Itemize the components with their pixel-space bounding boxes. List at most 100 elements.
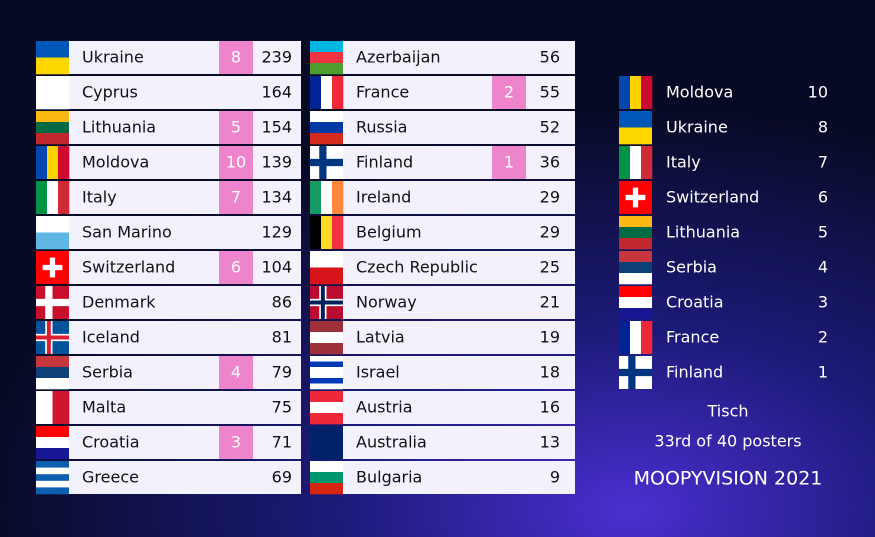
flag xyxy=(310,63,343,75)
flag xyxy=(619,111,652,128)
row xyxy=(36,321,301,354)
country: Australia xyxy=(356,433,427,452)
country: Russia xyxy=(356,118,407,137)
total: 154 xyxy=(261,118,292,137)
country: Finland xyxy=(666,363,723,382)
points: 8 xyxy=(818,118,828,137)
flag xyxy=(619,76,631,109)
country: Italy xyxy=(82,188,117,207)
country: Ukraine xyxy=(82,48,144,67)
flag xyxy=(310,372,343,379)
flag xyxy=(641,76,653,109)
points-box xyxy=(492,146,526,179)
show-name: MOOPYVISION 2021 xyxy=(634,468,823,490)
flag xyxy=(36,356,69,368)
points-box xyxy=(219,111,253,144)
total: 56 xyxy=(540,48,560,67)
flag xyxy=(310,413,343,425)
flag xyxy=(641,146,653,179)
flag xyxy=(36,378,69,390)
points-box xyxy=(492,76,526,109)
points: 4 xyxy=(818,258,828,277)
total: 139 xyxy=(261,153,292,172)
flag xyxy=(619,368,652,377)
flag xyxy=(619,146,631,179)
country: Latvia xyxy=(356,328,405,347)
points-box xyxy=(219,251,253,284)
country: France xyxy=(356,83,409,102)
total: 36 xyxy=(540,153,560,172)
flag xyxy=(332,216,344,249)
country: Norway xyxy=(356,293,417,312)
flag xyxy=(619,251,652,263)
points: 3 xyxy=(818,293,828,312)
flag xyxy=(619,286,652,298)
total: 13 xyxy=(540,433,560,452)
flag xyxy=(36,335,69,340)
row xyxy=(36,216,301,249)
total: 9 xyxy=(550,468,560,487)
flag xyxy=(36,426,69,438)
flag xyxy=(310,122,343,134)
flag xyxy=(625,194,646,201)
flag xyxy=(321,216,333,249)
row xyxy=(36,111,301,144)
country: Finland xyxy=(356,153,413,172)
country: Malta xyxy=(82,398,126,417)
country: Austria xyxy=(356,398,413,417)
points-box xyxy=(219,356,253,389)
flag xyxy=(36,391,53,424)
flag xyxy=(36,133,69,145)
flag xyxy=(310,321,343,333)
flag xyxy=(310,158,343,167)
flag xyxy=(36,480,69,488)
country: Croatia xyxy=(666,293,724,312)
total: 29 xyxy=(540,188,560,207)
country: Azerbaijan xyxy=(356,48,441,67)
flag xyxy=(630,76,642,109)
total: 239 xyxy=(261,48,292,67)
points: 8 xyxy=(231,48,241,67)
points: 10 xyxy=(808,83,828,102)
flag xyxy=(619,127,652,145)
flag xyxy=(310,300,343,305)
points-box xyxy=(219,146,253,179)
flag xyxy=(36,437,69,449)
points: 6 xyxy=(818,188,828,207)
flag xyxy=(619,216,652,228)
flag xyxy=(36,111,69,123)
row xyxy=(36,286,301,319)
total: 81 xyxy=(272,328,292,347)
flag xyxy=(310,181,322,214)
row xyxy=(36,181,301,214)
flag xyxy=(619,273,652,285)
flag xyxy=(310,52,343,64)
flag xyxy=(36,461,69,468)
row xyxy=(36,356,301,389)
row xyxy=(310,76,575,109)
row xyxy=(310,146,575,179)
flag xyxy=(310,483,343,495)
country: Israel xyxy=(356,363,400,382)
flag xyxy=(619,308,652,320)
row xyxy=(310,251,575,284)
row xyxy=(310,286,575,319)
flag xyxy=(36,367,69,379)
row xyxy=(310,181,575,214)
flag xyxy=(310,356,343,362)
total: 18 xyxy=(540,363,560,382)
flag xyxy=(36,57,69,75)
flag xyxy=(58,181,70,214)
country: Iceland xyxy=(82,328,140,347)
flag xyxy=(36,146,48,179)
rank: 33rd of 40 posters xyxy=(654,432,801,451)
flag xyxy=(310,426,343,460)
flag xyxy=(47,146,59,179)
country: Serbia xyxy=(82,363,133,382)
row xyxy=(310,111,575,144)
flag xyxy=(310,367,343,373)
row xyxy=(310,461,575,494)
total: 164 xyxy=(261,83,292,102)
flag xyxy=(36,181,48,214)
flag xyxy=(619,321,631,354)
